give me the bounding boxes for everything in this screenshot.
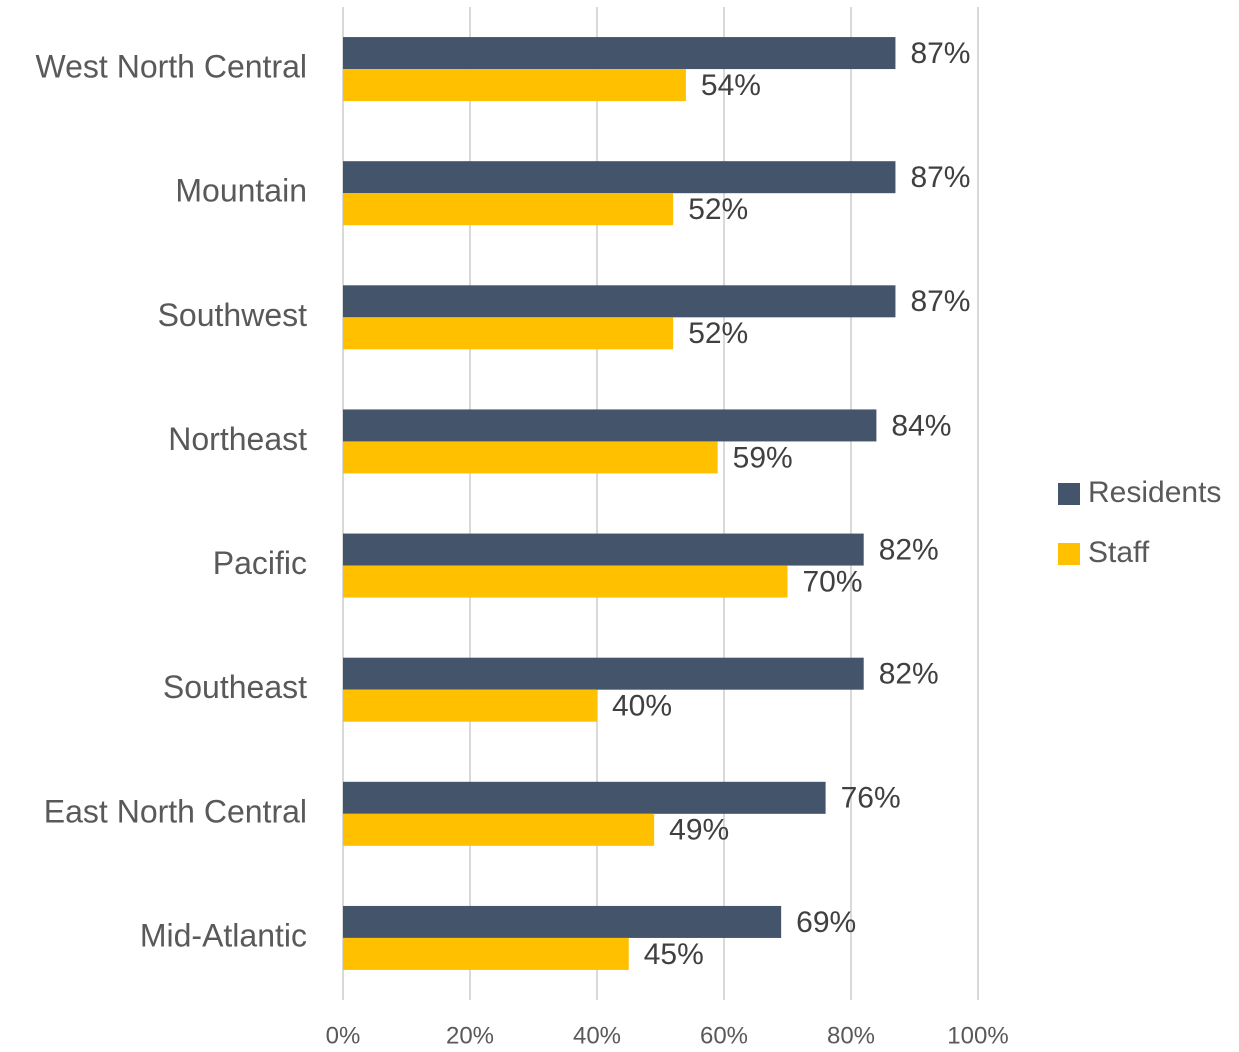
x-tick-label: 40% bbox=[573, 1022, 621, 1049]
bar bbox=[343, 317, 674, 350]
y-tick-label: Mountain bbox=[175, 173, 307, 209]
y-tick-label: East North Central bbox=[44, 793, 307, 829]
bar bbox=[343, 69, 686, 102]
legend-label: Staff bbox=[1088, 536, 1150, 569]
x-tick-label: 80% bbox=[827, 1022, 875, 1049]
legend-swatch bbox=[1058, 543, 1080, 565]
bar bbox=[343, 285, 896, 318]
bar bbox=[343, 565, 788, 598]
bar bbox=[343, 937, 629, 970]
data-label: 82% bbox=[879, 533, 939, 566]
bar bbox=[343, 37, 896, 70]
data-label: 49% bbox=[669, 814, 729, 847]
data-label: 87% bbox=[910, 37, 970, 70]
y-tick-label: Pacific bbox=[213, 545, 307, 581]
y-tick-label: West North Central bbox=[36, 49, 308, 85]
x-tick-label: 0% bbox=[326, 1022, 361, 1049]
legend-label: Residents bbox=[1088, 476, 1221, 509]
data-label: 87% bbox=[910, 161, 970, 194]
data-label: 69% bbox=[796, 906, 856, 939]
data-label: 82% bbox=[879, 658, 939, 691]
x-tick-label: 60% bbox=[700, 1022, 748, 1049]
data-label: 59% bbox=[733, 441, 793, 474]
x-tick-label: 20% bbox=[446, 1022, 494, 1049]
data-label: 54% bbox=[701, 69, 761, 102]
y-tick-label: Northeast bbox=[168, 421, 307, 457]
data-label: 84% bbox=[891, 409, 951, 442]
y-tick-label: Mid-Atlantic bbox=[140, 917, 307, 953]
bar bbox=[343, 813, 655, 846]
bar bbox=[343, 689, 597, 722]
bar bbox=[343, 161, 896, 194]
bar bbox=[343, 193, 674, 226]
data-label: 87% bbox=[910, 285, 970, 318]
data-label: 70% bbox=[803, 565, 863, 598]
x-tick-label: 100% bbox=[947, 1022, 1008, 1049]
y-tick-label: Southeast bbox=[163, 669, 307, 705]
bar bbox=[343, 409, 877, 442]
data-label: 52% bbox=[688, 193, 748, 226]
data-label: 45% bbox=[644, 938, 704, 971]
data-label: 52% bbox=[688, 317, 748, 350]
bar bbox=[343, 905, 782, 938]
y-tick-label: Southwest bbox=[158, 297, 308, 333]
bar bbox=[343, 441, 718, 474]
bar bbox=[343, 657, 864, 690]
data-label: 76% bbox=[841, 782, 901, 815]
data-label: 40% bbox=[612, 690, 672, 723]
legend-swatch bbox=[1058, 483, 1080, 505]
bar bbox=[343, 533, 864, 566]
bar bbox=[343, 781, 826, 814]
